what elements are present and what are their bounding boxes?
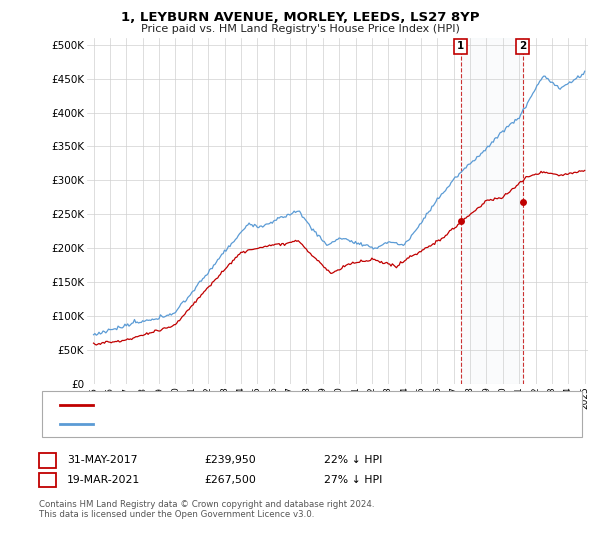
Text: 22% ↓ HPI: 22% ↓ HPI xyxy=(324,455,382,465)
Text: 1, LEYBURN AVENUE, MORLEY, LEEDS, LS27 8YP: 1, LEYBURN AVENUE, MORLEY, LEEDS, LS27 8… xyxy=(121,11,479,24)
Text: £267,500: £267,500 xyxy=(204,475,256,485)
Text: 2: 2 xyxy=(44,475,51,485)
Text: 1, LEYBURN AVENUE, MORLEY, LEEDS, LS27 8YP (detached house): 1, LEYBURN AVENUE, MORLEY, LEEDS, LS27 8… xyxy=(98,400,443,410)
Text: £239,950: £239,950 xyxy=(204,455,256,465)
Text: 31-MAY-2017: 31-MAY-2017 xyxy=(67,455,138,465)
Text: Price paid vs. HM Land Registry's House Price Index (HPI): Price paid vs. HM Land Registry's House … xyxy=(140,24,460,34)
Text: 19-MAR-2021: 19-MAR-2021 xyxy=(67,475,140,485)
Text: HPI: Average price, detached house, Leeds: HPI: Average price, detached house, Leed… xyxy=(98,419,321,429)
Text: 1: 1 xyxy=(44,455,51,465)
Text: Contains HM Land Registry data © Crown copyright and database right 2024.
This d: Contains HM Land Registry data © Crown c… xyxy=(39,500,374,519)
Text: 2: 2 xyxy=(519,41,526,51)
Text: 1: 1 xyxy=(457,41,464,51)
Text: 27% ↓ HPI: 27% ↓ HPI xyxy=(324,475,382,485)
Bar xyxy=(461,38,523,384)
